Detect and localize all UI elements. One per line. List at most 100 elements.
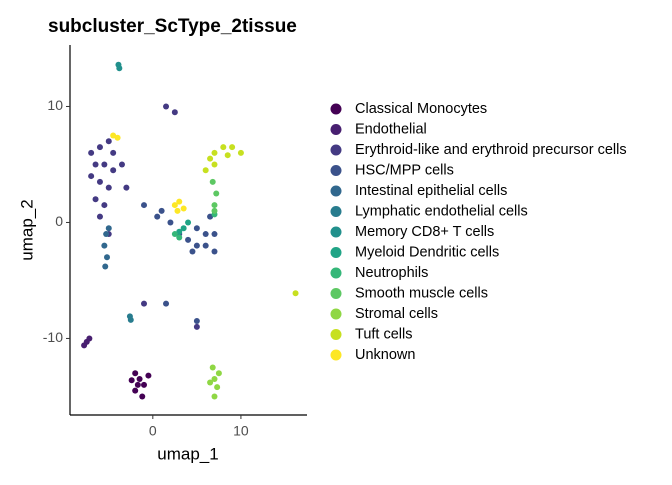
point bbox=[211, 248, 218, 255]
point bbox=[180, 205, 187, 212]
point bbox=[127, 316, 134, 323]
point bbox=[224, 152, 231, 159]
point bbox=[92, 196, 99, 203]
y-tick-label: 10 bbox=[47, 97, 63, 113]
point bbox=[193, 318, 200, 325]
point bbox=[185, 219, 192, 226]
legend-label: Classical Monocytes bbox=[355, 101, 487, 117]
point bbox=[220, 144, 227, 151]
point bbox=[176, 234, 183, 241]
point bbox=[207, 155, 214, 162]
point bbox=[88, 149, 95, 156]
legend-swatch bbox=[330, 165, 342, 176]
point bbox=[105, 138, 112, 145]
point bbox=[193, 242, 200, 249]
point bbox=[92, 161, 99, 168]
legend-label: Lymphatic endothelial cells bbox=[355, 203, 528, 219]
legend-swatch bbox=[330, 144, 342, 156]
legend-label: Endothelial bbox=[355, 121, 427, 137]
point bbox=[105, 184, 112, 191]
point bbox=[211, 231, 218, 238]
point bbox=[193, 323, 200, 330]
point bbox=[202, 242, 209, 249]
point bbox=[114, 134, 121, 141]
point bbox=[189, 248, 196, 255]
point bbox=[88, 173, 95, 180]
x-tick-label: 0 bbox=[149, 423, 157, 439]
x-axis-label: umap_1 bbox=[157, 444, 218, 463]
point bbox=[110, 149, 117, 156]
point bbox=[163, 300, 170, 307]
point bbox=[209, 364, 216, 371]
point bbox=[185, 236, 192, 243]
point bbox=[139, 393, 146, 400]
legend-swatch bbox=[330, 206, 342, 217]
point bbox=[171, 231, 178, 238]
point bbox=[176, 198, 183, 205]
legend-label: Intestinal epithelial cells bbox=[355, 183, 507, 199]
point bbox=[132, 370, 139, 377]
point bbox=[202, 231, 209, 238]
point bbox=[215, 370, 222, 377]
point bbox=[180, 225, 187, 232]
point bbox=[141, 300, 148, 307]
point bbox=[118, 161, 125, 168]
point bbox=[141, 202, 148, 209]
point bbox=[211, 161, 218, 168]
legend-swatch bbox=[330, 103, 342, 115]
legend-swatch bbox=[330, 124, 342, 135]
legend-swatch bbox=[330, 226, 342, 238]
point bbox=[207, 213, 214, 220]
legend-label: Memory CD8+ T cells bbox=[355, 224, 494, 240]
point bbox=[96, 213, 103, 220]
point bbox=[158, 207, 165, 214]
point bbox=[101, 242, 108, 249]
legend-label: Tuft cells bbox=[355, 326, 412, 342]
point bbox=[116, 65, 123, 72]
point bbox=[123, 184, 130, 191]
point bbox=[136, 376, 143, 383]
point bbox=[102, 263, 109, 270]
point bbox=[101, 161, 108, 168]
point bbox=[101, 202, 108, 209]
point bbox=[132, 387, 139, 394]
legend-swatch bbox=[330, 185, 342, 197]
legend-swatch bbox=[330, 308, 342, 320]
point bbox=[96, 178, 103, 185]
point bbox=[176, 228, 183, 235]
y-tick-label: 0 bbox=[55, 213, 63, 229]
point bbox=[134, 381, 141, 388]
legend-label: Neutrophils bbox=[355, 265, 428, 281]
point bbox=[96, 144, 103, 151]
legend-swatch bbox=[330, 349, 342, 361]
point bbox=[141, 381, 148, 388]
point bbox=[104, 254, 111, 261]
legend-swatch bbox=[330, 288, 342, 299]
point bbox=[211, 149, 218, 156]
point bbox=[174, 207, 181, 214]
point bbox=[211, 393, 218, 400]
legend-swatch bbox=[330, 329, 342, 340]
point bbox=[214, 384, 221, 391]
point bbox=[167, 219, 174, 226]
chart-title: subcluster_ScType_2tissue bbox=[48, 16, 297, 37]
point bbox=[211, 202, 218, 209]
point bbox=[229, 144, 236, 151]
point bbox=[237, 149, 244, 156]
point bbox=[110, 167, 117, 174]
point bbox=[171, 109, 178, 116]
point bbox=[211, 376, 218, 383]
point bbox=[209, 178, 216, 185]
point bbox=[163, 103, 170, 110]
legend-label: HSC/MPP cells bbox=[355, 162, 454, 178]
point bbox=[292, 290, 299, 297]
point bbox=[86, 335, 93, 342]
point bbox=[171, 202, 178, 209]
point bbox=[207, 379, 214, 386]
point bbox=[128, 377, 135, 384]
legend-label: Unknown bbox=[355, 347, 415, 363]
point bbox=[105, 225, 112, 232]
point bbox=[145, 372, 152, 379]
legend-label: Erythroid-like and erythroid precursor c… bbox=[355, 142, 627, 158]
